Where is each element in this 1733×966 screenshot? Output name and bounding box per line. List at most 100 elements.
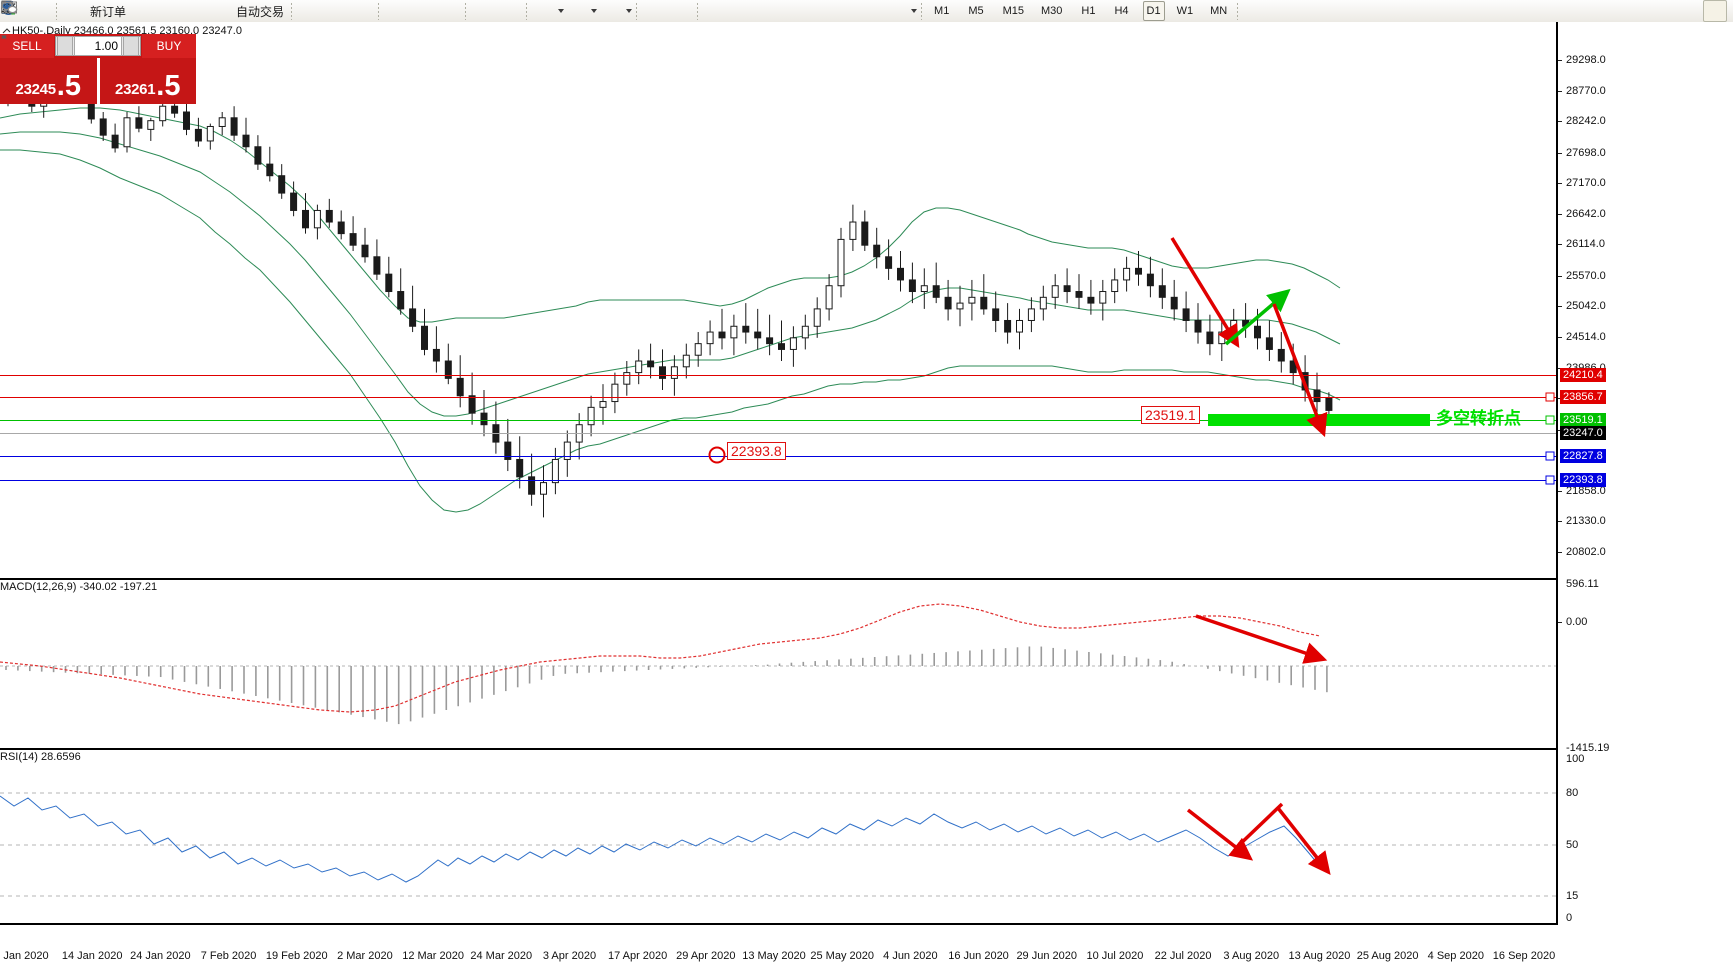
zoom-in-icon[interactable] [2,0,408,22]
auto-trading-button[interactable]: 自动交易 [236,4,285,19]
grid-windows-icon[interactable] [1,0,460,22]
fibonacci-icon[interactable]: F [2,0,831,22]
text-object-icon[interactable]: T [1,0,883,22]
pivot-line-23519[interactable] [0,420,1556,421]
buy-label[interactable]: BUY [142,34,196,58]
candlestick-chart-icon[interactable] [2,0,347,22]
price-level-tag[interactable]: 24210.4 [1560,368,1606,382]
resistance-line-24210[interactable] [0,375,1556,376]
price-level-tag[interactable]: 23519.1 [1560,413,1606,427]
candle-body [1206,331,1214,345]
timeframe-m15[interactable]: M15 [1002,5,1024,17]
templates-dropdown-caret[interactable] [626,9,633,13]
candle-body [159,105,167,122]
candle-body [421,325,428,350]
price-level-tag[interactable]: 22393.8 [1560,473,1606,487]
timeframe-w1[interactable]: W1 [1176,5,1194,17]
candle-body [409,308,417,327]
shapes-dropdown-caret[interactable] [911,9,918,13]
chart-area[interactable]: HK50-,Daily 23466.0 23561.5 23160.0 2324… [0,22,1733,962]
search-icon[interactable] [2,0,1701,22]
support-line-22393[interactable] [0,480,1556,481]
candle-body [956,302,964,310]
add-indicator-icon[interactable] [1,0,556,22]
volume-stepper[interactable]: 1.00 [1,35,141,56]
candle-body [789,337,797,350]
toolbar-separator-4 [465,2,467,20]
vertical-line-icon[interactable] [6,0,727,22]
candle-body [682,354,690,368]
pivot-price-tag[interactable]: 23519.1 [1141,406,1200,424]
timeframe-mn[interactable]: MN [1210,5,1228,17]
date-tick-label: 10 Jul 2020 [1086,950,1144,962]
horizontal-line-icon[interactable] [2,0,753,22]
timeframe-h4[interactable]: H4 [1114,5,1129,17]
new-order-icon[interactable] [1,0,86,22]
support-price-tag[interactable]: 22393.8 [727,442,786,460]
candle-body [635,360,643,374]
crosshair-icon[interactable] [2,0,692,22]
candle-body [873,244,881,258]
sell-label[interactable]: SELL [0,34,54,58]
volume-input[interactable]: 1.00 [74,36,122,56]
price-level-tag[interactable]: 23856.7 [1560,390,1606,404]
one-click-trading-panel[interactable]: SELL 1.00 BUY 23245 .5 23261 .5 [0,34,196,104]
line-chart-icon[interactable] [2,0,373,22]
price-tick [1558,121,1562,123]
resistance-handle-23856[interactable] [1545,392,1555,402]
price-level-tag[interactable]: 23247.0 [1560,426,1606,440]
price-tick [1558,337,1562,339]
shift-end-icon[interactable] [2,0,495,22]
volume-decrease-button[interactable] [1,35,73,56]
volume-increase-button[interactable] [1,35,139,56]
toolbar-separator-9 [1237,2,1239,20]
trend-line-icon[interactable] [2,0,779,22]
date-tick-label: 14 Jan 2020 [61,950,123,962]
buy-button[interactable]: 23261 .5 [100,58,197,104]
timeframe-m1[interactable]: M1 [934,5,950,17]
price-tick-label: 20802.0 [1566,546,1606,558]
candle-body [325,209,333,223]
clock-periods-icon[interactable] [1,0,589,22]
price-tick-label: 21858.0 [1566,484,1606,497]
templates-icon[interactable] [1,0,624,22]
date-tick-label: 19 Feb 2020 [265,950,328,962]
price-tick [1558,490,1562,492]
support-handle-22827[interactable] [1545,451,1555,461]
resistance-line-23856[interactable] [0,397,1556,398]
equidistant-channel-icon[interactable]: E [1,0,805,22]
candle-body [849,221,857,240]
rsi-line [0,795,1327,883]
open-chart-icon[interactable] [1,0,51,22]
zoom-out-icon[interactable] [2,0,434,22]
auto-scroll-icon[interactable] [2,0,521,22]
date-tick-label: 22 Jul 2020 [1154,950,1212,962]
terminal-icon[interactable] [1,0,232,22]
text-label-icon[interactable]: A [3,0,857,22]
indicator-dropdown-caret[interactable] [558,9,565,13]
timeframe-d1[interactable]: D1 [1142,1,1165,21]
cursor-icon[interactable] [3,0,666,22]
new-order-button[interactable]: 新订单 [90,4,127,19]
date-tick-label: 25 May 2020 [810,950,874,962]
timeframe-m30[interactable]: M30 [1041,5,1063,17]
price-axis-line [1556,22,1558,578]
expert-advisor-icon[interactable] [1,0,154,22]
navigator-icon[interactable] [1,0,206,22]
chat-icon[interactable] [1,0,1727,22]
down-arrow-2 [1272,303,1328,438]
periods-dropdown-caret[interactable] [591,9,598,13]
candle-body [897,267,904,281]
support-handle-22393[interactable] [1545,475,1555,485]
data-window-icon[interactable] [2,0,180,22]
candle-body [206,125,214,142]
bar-chart-icon[interactable] [2,0,321,22]
shapes-icon[interactable] [2,0,909,22]
candle-body [218,117,226,127]
price-level-tag[interactable]: 22827.8 [1560,449,1606,463]
candle-body [385,273,393,293]
timeframe-h1[interactable]: H1 [1081,5,1096,17]
pivot-handle-23519[interactable] [1545,415,1555,425]
sell-button[interactable]: 23245 .5 [0,58,97,104]
timeframe-m5[interactable]: M5 [968,5,984,17]
